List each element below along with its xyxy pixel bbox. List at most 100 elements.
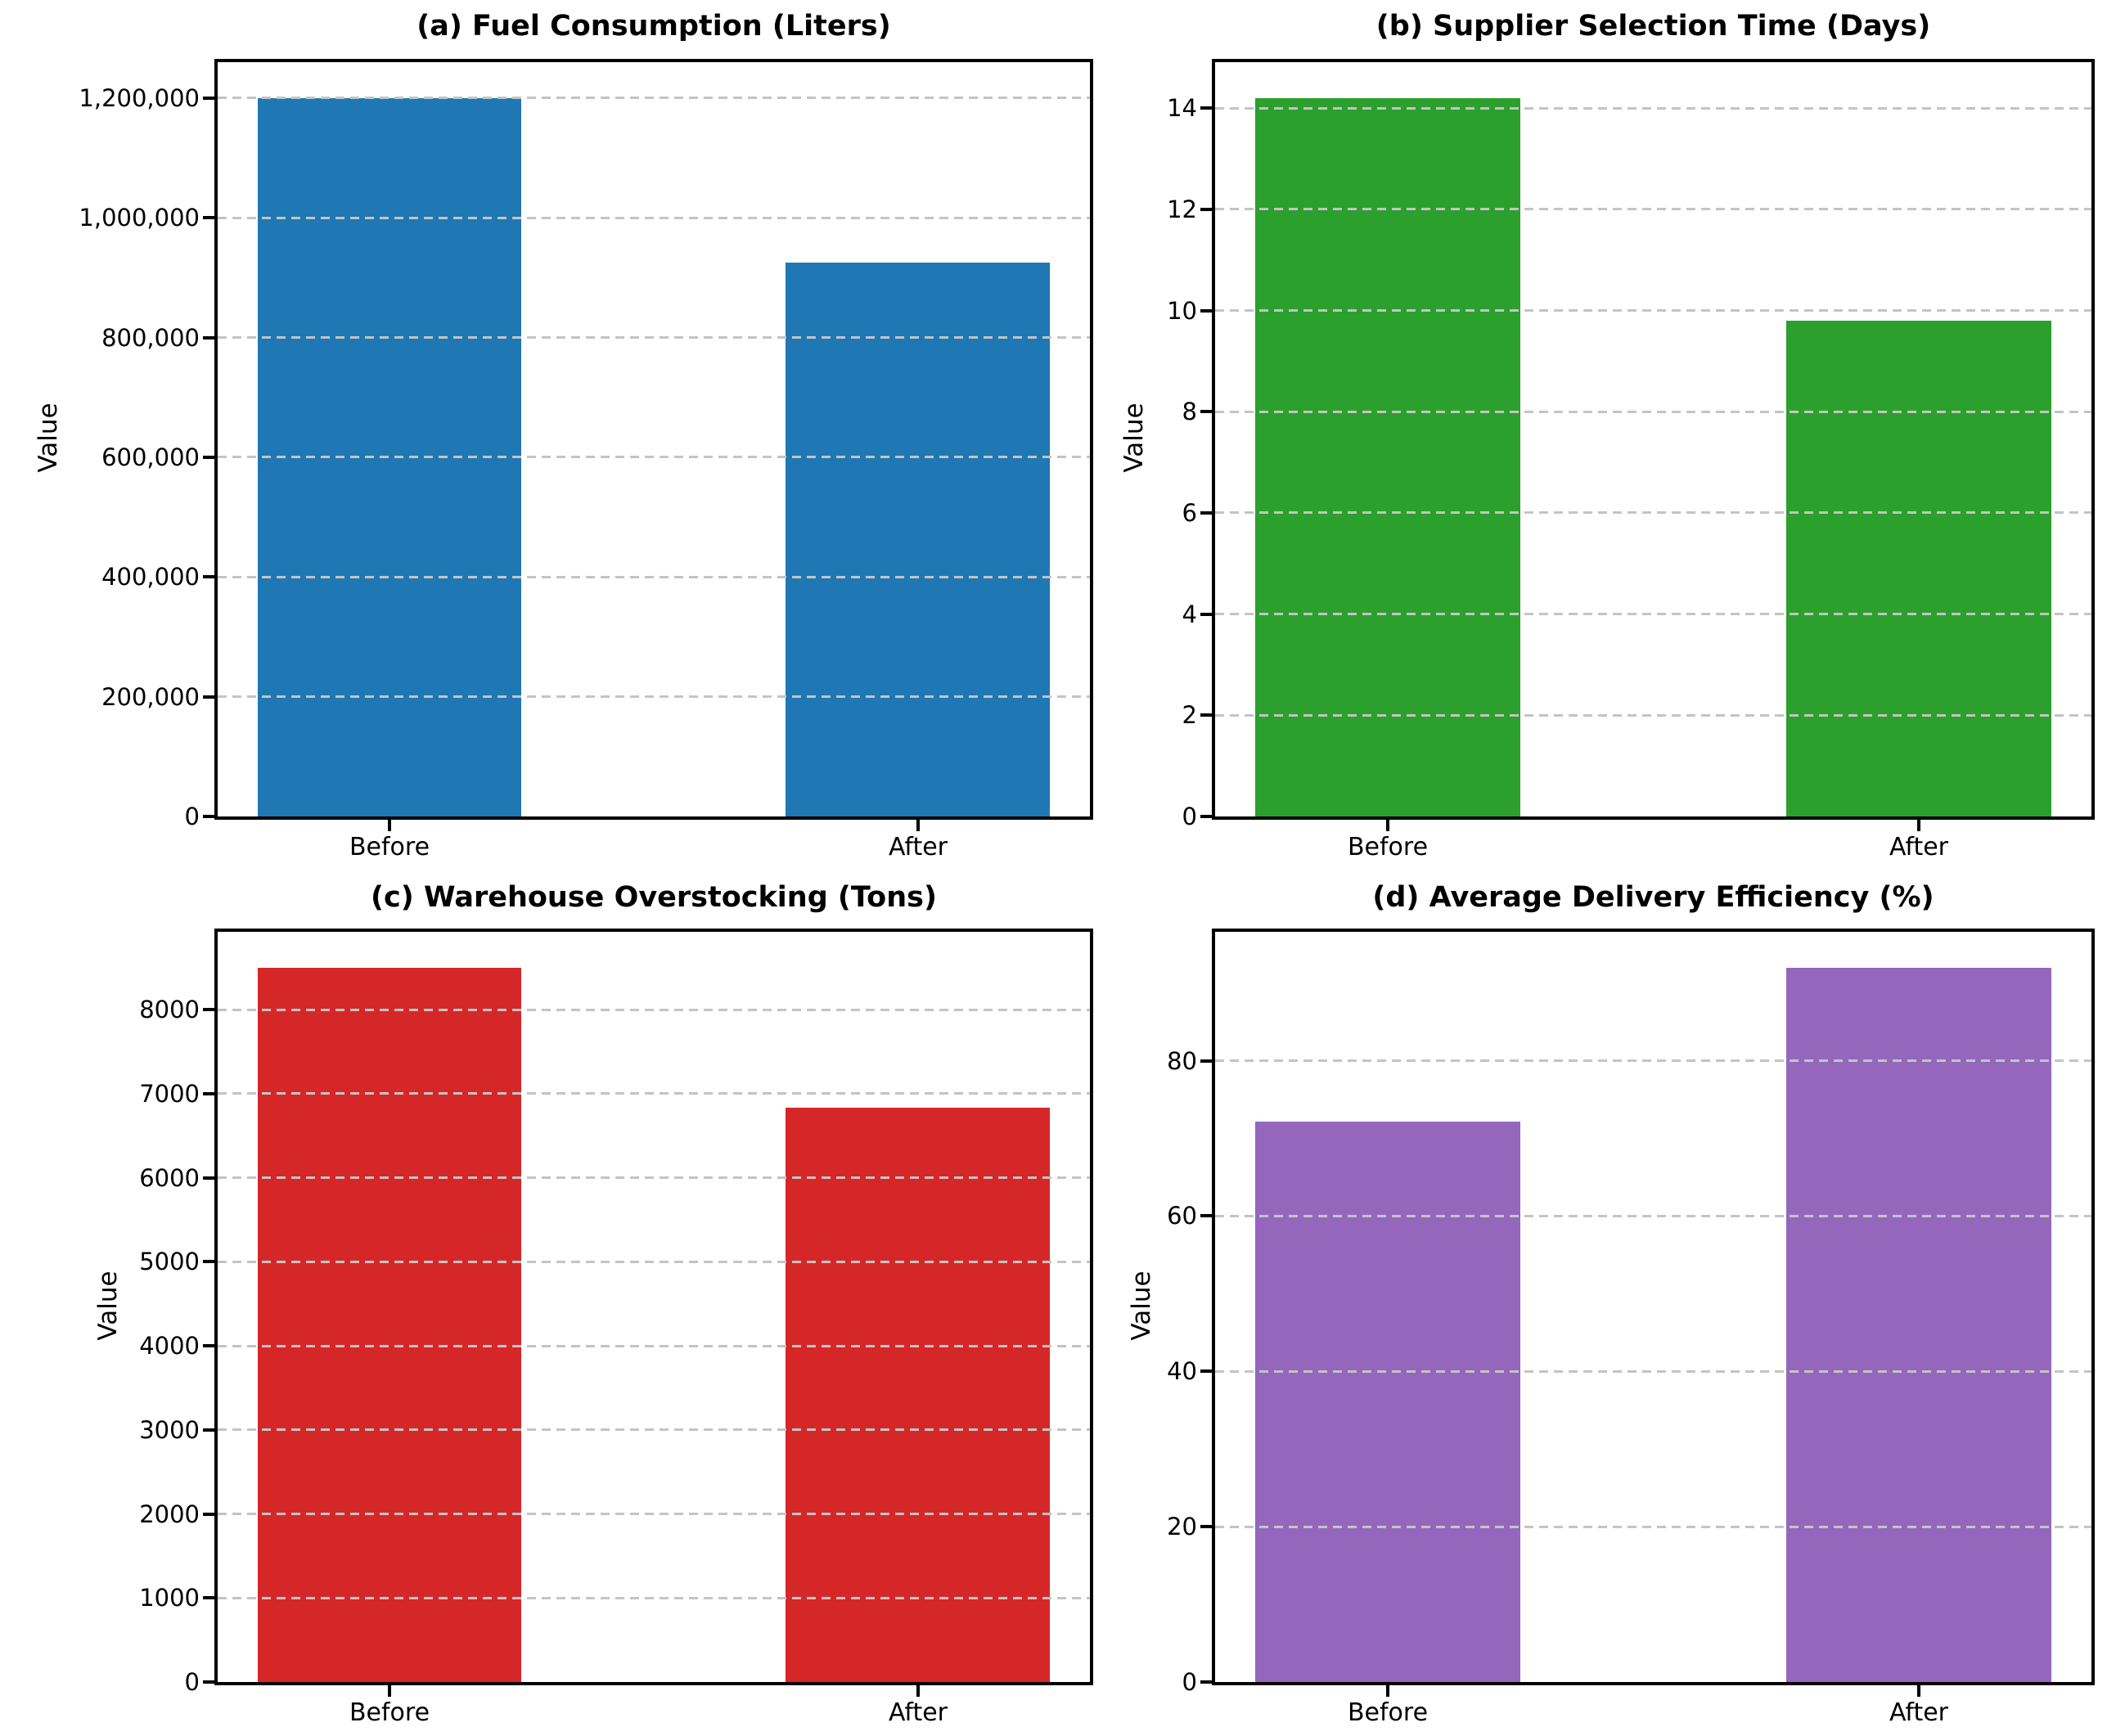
gridline	[1215, 410, 2091, 413]
y-tick-mark	[203, 455, 214, 459]
y-tick-mark	[1200, 1214, 1212, 1218]
y-tick-mark	[1200, 308, 1212, 313]
gridline	[1215, 1525, 2091, 1528]
gridline	[1215, 106, 2091, 110]
y-tick-label: 8	[1182, 398, 1197, 426]
y-tick-mark	[1200, 1525, 1212, 1529]
y-axis-label: Value	[34, 403, 63, 473]
chart-warehouse-overstocking: (c) Warehouse Overstocking (Tons) Value …	[0, 868, 1093, 1736]
y-tick-mark	[1200, 612, 1212, 616]
x-tick-label-before: Before	[1347, 833, 1429, 861]
gridline	[218, 1008, 1090, 1011]
bar-after	[786, 1108, 1051, 1682]
gridline	[218, 1596, 1090, 1599]
gridline	[218, 336, 1090, 340]
y-tick-mark	[203, 335, 214, 340]
y-tick-mark	[203, 1596, 214, 1600]
y-tick-label: 14	[1167, 94, 1197, 123]
gridline	[218, 1513, 1090, 1515]
y-tick-mark	[203, 1512, 214, 1516]
y-tick-label: 6	[1182, 498, 1197, 527]
bar-after	[1785, 321, 2052, 816]
chart-delivery-efficiency: (d) Average Delivery Efficiency (%) Valu…	[1058, 868, 2116, 1736]
x-tick-mark	[916, 820, 920, 831]
y-tick-label: 2000	[139, 1500, 200, 1528]
gridline	[1215, 713, 2091, 717]
y-tick-label: 10	[1167, 296, 1197, 325]
gridline	[218, 1428, 1090, 1432]
plot-area: Value 0 20 40 60 80 Before After	[1127, 929, 2095, 1727]
y-tick-label: 0	[1182, 1668, 1197, 1696]
y-tick-label: 0	[1182, 803, 1197, 830]
y-tick-label: 0	[184, 1668, 200, 1696]
y-tick-label: 5000	[139, 1248, 200, 1276]
y-tick-mark	[1200, 510, 1212, 515]
y-tick-mark	[1200, 106, 1212, 110]
x-tick-mark	[1917, 1685, 1920, 1697]
gridline	[218, 1260, 1090, 1263]
gridline	[218, 695, 1090, 699]
y-tick-label: 3000	[139, 1415, 200, 1444]
chart-fuel-consumption: (a) Fuel Consumption (Liters) Value 0 200…	[0, 0, 1093, 868]
x-tick-mark	[1385, 1685, 1389, 1697]
y-tick-mark	[203, 815, 214, 818]
gridline	[1215, 309, 2091, 313]
chart-title: (a) Fuel Consumption (Liters)	[416, 10, 891, 43]
gridline	[218, 1092, 1090, 1095]
gridline	[1215, 511, 2091, 515]
plot-area: Value 0 1000 2000 3000 4000 5000 6000 7000 8000 B…	[93, 929, 1093, 1727]
y-tick-mark	[1200, 713, 1212, 717]
y-tick-label: 200,000	[101, 682, 200, 711]
bar-before	[1254, 1121, 1521, 1682]
y-tick-mark	[1200, 1369, 1212, 1374]
y-tick-mark	[203, 96, 214, 100]
y-tick-label: 80	[1167, 1046, 1197, 1075]
y-tick-mark	[1200, 1059, 1212, 1063]
x-tick-mark	[388, 820, 391, 831]
gridline	[218, 456, 1090, 459]
y-tick-mark	[203, 216, 214, 220]
y-tick-mark	[1200, 815, 1212, 818]
x-tick-mark	[1917, 820, 1920, 831]
y-tick-mark	[1200, 207, 1212, 211]
y-tick-mark	[203, 1428, 214, 1432]
y-tick-label: 800,000	[101, 323, 200, 352]
gridline	[1215, 208, 2091, 211]
gridline	[218, 216, 1090, 219]
gridline	[218, 97, 1090, 100]
y-tick-label: 20	[1167, 1513, 1197, 1541]
y-tick-mark	[203, 695, 214, 699]
chart-title: (d) Average Delivery Efficiency (%)	[1372, 881, 1934, 914]
x-tick-mark	[1385, 820, 1389, 831]
x-tick-label-before: Before	[349, 1698, 430, 1727]
y-tick-label: 1000	[139, 1584, 200, 1612]
bar-before	[1254, 97, 1521, 816]
y-tick-mark	[203, 1680, 214, 1684]
chart-title: (c) Warehouse Overstocking (Tons)	[371, 881, 937, 914]
y-tick-mark	[1200, 410, 1212, 414]
gridline	[218, 1176, 1090, 1180]
x-tick-label-after: After	[1889, 1698, 1949, 1727]
y-tick-label: 1,200,000	[79, 83, 200, 112]
gridline	[218, 1344, 1090, 1347]
chart-supplier-selection-time: (b) Supplier Selection Time (Days) Value…	[1058, 0, 2116, 868]
y-tick-mark	[203, 1344, 214, 1348]
x-tick-label-after: After	[1889, 833, 1949, 861]
y-tick-label: 8000	[139, 996, 200, 1024]
y-axis-label: Value	[93, 1270, 123, 1341]
y-tick-label: 2	[1182, 701, 1197, 730]
x-tick-mark	[916, 1685, 920, 1697]
bar-after	[1785, 967, 2052, 1682]
chart-title: (b) Supplier Selection Time (Days)	[1375, 10, 1931, 43]
x-tick-label-after: After	[888, 833, 948, 861]
plot-area: Value 0 200,000 400,000 600,000 800,000 1,000…	[34, 59, 1093, 861]
y-tick-label: 600,000	[101, 443, 200, 471]
gridline	[1215, 1059, 2091, 1063]
y-tick-label: 60	[1167, 1202, 1197, 1230]
y-tick-label: 40	[1167, 1357, 1197, 1386]
y-tick-mark	[203, 1091, 214, 1095]
gridline	[1215, 613, 2091, 616]
x-tick-label-before: Before	[1347, 1698, 1429, 1727]
y-tick-label: 0	[184, 803, 200, 830]
